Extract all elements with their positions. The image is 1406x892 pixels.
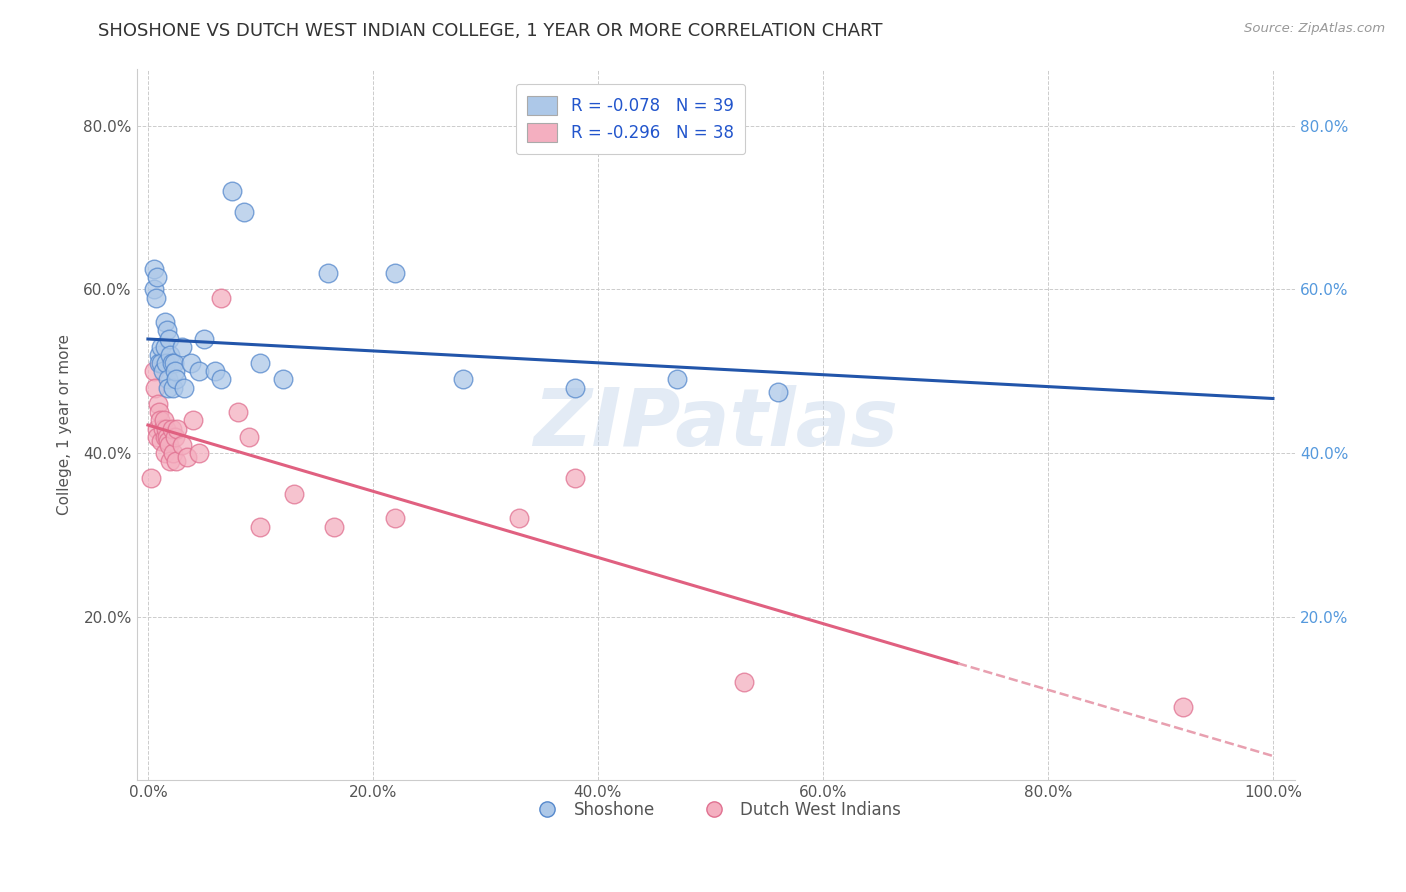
Point	[283, 487, 305, 501]
Point	[142, 282, 165, 296]
Point	[157, 438, 180, 452]
Point	[187, 364, 209, 378]
Point	[146, 397, 169, 411]
Point	[145, 291, 167, 305]
Point	[143, 381, 166, 395]
Point	[733, 675, 755, 690]
Point	[176, 450, 198, 464]
Point	[209, 291, 232, 305]
Point	[316, 266, 339, 280]
Point	[157, 372, 180, 386]
Point	[451, 372, 474, 386]
Point	[157, 381, 180, 395]
Point	[232, 204, 254, 219]
Point	[226, 405, 249, 419]
Point	[157, 331, 180, 345]
Point	[766, 384, 789, 399]
Point	[160, 356, 183, 370]
Point	[146, 421, 169, 435]
Point	[153, 430, 176, 444]
Text: Source: ZipAtlas.com: Source: ZipAtlas.com	[1244, 22, 1385, 36]
Point	[150, 356, 173, 370]
Point	[564, 470, 586, 484]
Point	[204, 364, 226, 378]
Point	[187, 446, 209, 460]
Point	[156, 430, 179, 444]
Point	[152, 413, 174, 427]
Point	[170, 340, 193, 354]
Point	[271, 372, 294, 386]
Point	[141, 470, 163, 484]
Point	[193, 331, 215, 345]
Point	[157, 434, 180, 448]
Point	[149, 413, 172, 427]
Point	[249, 519, 271, 533]
Point	[159, 454, 181, 468]
Point	[163, 364, 186, 378]
Point	[173, 381, 195, 395]
Point	[162, 381, 184, 395]
Point	[180, 356, 202, 370]
Point	[249, 356, 271, 370]
Text: SHOSHONE VS DUTCH WEST INDIAN COLLEGE, 1 YEAR OR MORE CORRELATION CHART: SHOSHONE VS DUTCH WEST INDIAN COLLEGE, 1…	[98, 22, 883, 40]
Point	[153, 446, 176, 460]
Point	[165, 454, 187, 468]
Point	[221, 184, 243, 198]
Point	[155, 421, 177, 435]
Point	[142, 364, 165, 378]
Point	[238, 430, 260, 444]
Point	[159, 348, 181, 362]
Point	[148, 348, 170, 362]
Point	[150, 434, 173, 448]
Y-axis label: College, 1 year or more: College, 1 year or more	[58, 334, 72, 515]
Point	[160, 421, 183, 435]
Point	[142, 262, 165, 277]
Text: ZIPatlas: ZIPatlas	[533, 385, 898, 464]
Point	[384, 511, 406, 525]
Point	[146, 430, 169, 444]
Point	[146, 270, 169, 285]
Point	[155, 356, 177, 370]
Point	[152, 364, 174, 378]
Point	[162, 446, 184, 460]
Point	[152, 421, 174, 435]
Point	[153, 315, 176, 329]
Point	[322, 519, 344, 533]
Point	[564, 381, 586, 395]
Point	[665, 372, 688, 386]
Point	[165, 372, 187, 386]
Point	[384, 266, 406, 280]
Point	[170, 438, 193, 452]
Point	[163, 356, 186, 370]
Point	[163, 430, 186, 444]
Point	[209, 372, 232, 386]
Point	[156, 323, 179, 337]
Point	[148, 405, 170, 419]
Point	[508, 511, 530, 525]
Legend: Shoshone, Dutch West Indians: Shoshone, Dutch West Indians	[524, 794, 908, 825]
Point	[181, 413, 204, 427]
Point	[153, 340, 176, 354]
Point	[150, 340, 173, 354]
Point	[148, 356, 170, 370]
Point	[166, 421, 188, 435]
Point	[1171, 699, 1194, 714]
